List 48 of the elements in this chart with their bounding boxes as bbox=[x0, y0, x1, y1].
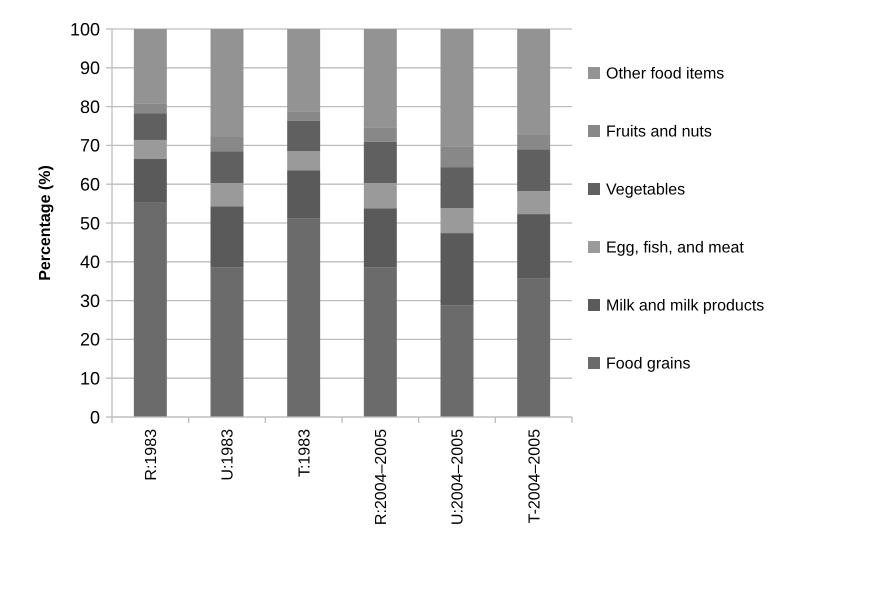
bar bbox=[517, 214, 550, 278]
legend-label: Fruits and nuts bbox=[606, 124, 712, 141]
bar bbox=[364, 183, 397, 208]
bar bbox=[287, 218, 320, 417]
bar bbox=[134, 113, 167, 140]
bar bbox=[440, 233, 474, 306]
legend-label: Milk and milk products bbox=[606, 298, 764, 315]
bar bbox=[440, 305, 474, 417]
bar bbox=[287, 151, 320, 170]
y-tick-label: 70 bbox=[80, 136, 100, 156]
y-axis-title: Percentage (%) bbox=[37, 165, 54, 281]
bar bbox=[440, 208, 474, 234]
x-tick-label: T:1983 bbox=[296, 428, 314, 478]
y-tick-label: 20 bbox=[80, 330, 100, 350]
x-tick-label: U:1983 bbox=[220, 428, 237, 481]
bar bbox=[364, 208, 397, 268]
y-tick-label: 10 bbox=[80, 368, 100, 388]
bar bbox=[210, 267, 244, 417]
legend-label: Egg, fish, and meat bbox=[606, 240, 744, 257]
legend-label: Food grains bbox=[606, 356, 690, 373]
legend-label: Other food items bbox=[606, 66, 724, 83]
y-tick-label: 100 bbox=[70, 19, 100, 40]
bar bbox=[517, 278, 550, 417]
bar bbox=[210, 206, 244, 268]
x-tick-label: U:2004–2005 bbox=[450, 428, 467, 526]
bar bbox=[364, 142, 397, 184]
bar bbox=[210, 183, 244, 206]
bar bbox=[364, 267, 397, 417]
bar bbox=[517, 149, 550, 192]
bar bbox=[210, 151, 244, 184]
bar bbox=[134, 202, 167, 417]
bar bbox=[134, 140, 167, 159]
bar bbox=[134, 158, 167, 202]
y-tick-label: 30 bbox=[80, 290, 100, 311]
bar bbox=[517, 191, 550, 214]
y-tick-label: 60 bbox=[80, 174, 100, 194]
x-tick-label: T-2004–2005 bbox=[526, 428, 544, 524]
bar bbox=[440, 167, 474, 208]
legend-label: Vegetables bbox=[606, 182, 686, 199]
y-tick-label: 0 bbox=[90, 407, 100, 428]
y-tick-label: 80 bbox=[80, 96, 100, 117]
bar bbox=[287, 170, 320, 218]
y-tick-label: 90 bbox=[80, 58, 100, 78]
x-tick-label: R:2004–2005 bbox=[372, 428, 390, 526]
y-tick-label: 40 bbox=[80, 252, 100, 272]
bar bbox=[287, 120, 320, 152]
x-tick-label: R:1983 bbox=[142, 428, 160, 481]
y-tick-label: 50 bbox=[80, 213, 100, 234]
